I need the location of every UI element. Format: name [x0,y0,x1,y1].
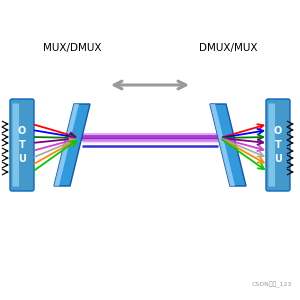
Text: MUX/DMUX: MUX/DMUX [43,43,101,53]
FancyBboxPatch shape [268,103,275,187]
Polygon shape [210,104,246,186]
Text: CSDN博主_123: CSDN博主_123 [252,282,292,288]
FancyBboxPatch shape [10,99,34,191]
Polygon shape [54,104,79,186]
Polygon shape [54,104,90,186]
Text: O
T
U: O T U [274,126,282,164]
Polygon shape [210,104,235,186]
Text: DMUX/MUX: DMUX/MUX [199,43,257,53]
Text: O
T
U: O T U [18,126,26,164]
FancyBboxPatch shape [13,103,19,187]
FancyBboxPatch shape [266,99,290,191]
